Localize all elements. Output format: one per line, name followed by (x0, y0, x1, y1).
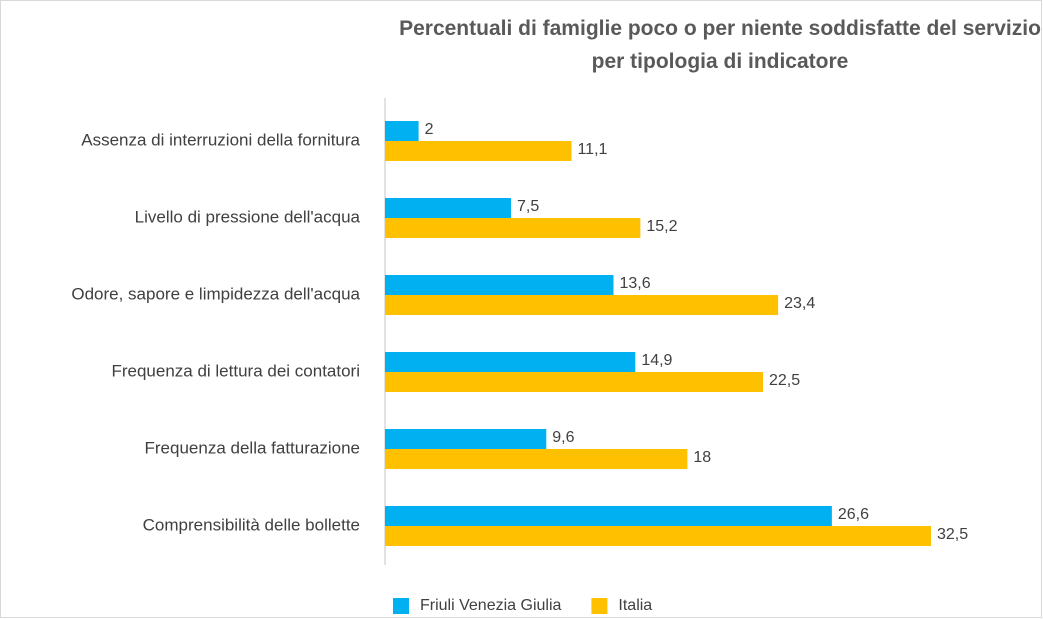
bar (385, 372, 763, 392)
data-label: 15,2 (646, 218, 677, 235)
bar (385, 218, 641, 238)
data-label: 2 (425, 121, 434, 138)
bar (385, 429, 547, 449)
data-label: 23,4 (784, 295, 815, 312)
bar (385, 141, 572, 161)
legend-swatch (591, 598, 608, 614)
data-label: 32,5 (937, 526, 968, 543)
legend-swatch (393, 598, 409, 614)
bar (385, 295, 779, 315)
bar (385, 506, 832, 526)
chart-title: Percentuali di famiglie poco o per nient… (399, 17, 1041, 73)
category-label: Frequenza della fatturazione (145, 438, 360, 457)
bar (385, 449, 688, 469)
category-label: Livello di pressione dell'acqua (135, 207, 361, 226)
data-label: 22,5 (769, 372, 800, 389)
bar (385, 526, 931, 546)
data-label: 26,6 (838, 506, 869, 523)
data-label: 7,5 (517, 198, 539, 215)
bar (385, 198, 511, 218)
bar (385, 121, 419, 141)
legend-label: Italia (618, 597, 652, 614)
category-label: Odore, sapore e limpidezza dell'acqua (71, 284, 360, 303)
bar (385, 352, 636, 372)
data-label: 13,6 (619, 275, 650, 292)
data-label: 18 (693, 449, 711, 466)
data-label: 14,9 (641, 352, 672, 369)
category-label: Assenza di interruzioni della fornitura (81, 130, 360, 149)
category-label: Comprensibilità delle bollette (143, 515, 360, 534)
data-label: 11,1 (577, 141, 607, 158)
legend-label: Friuli Venezia Giulia (420, 597, 562, 614)
category-label: Frequenza di lettura dei contatori (111, 361, 360, 380)
bar (385, 275, 614, 295)
data-label: 9,6 (552, 429, 574, 446)
